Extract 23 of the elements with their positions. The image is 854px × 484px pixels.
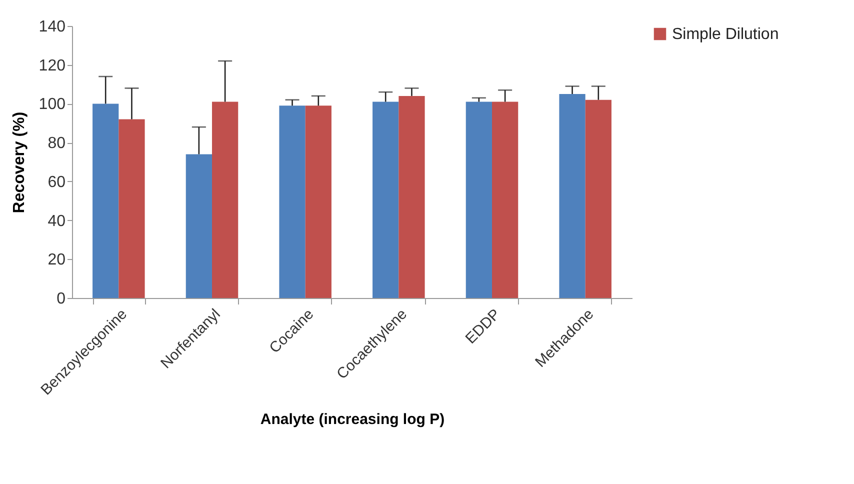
y-tick-label: 0 xyxy=(56,290,66,308)
bar xyxy=(212,102,238,298)
y-tick-label: 60 xyxy=(48,174,66,191)
bar xyxy=(398,96,425,298)
legend-label: Simple Dilution xyxy=(672,26,779,43)
bar xyxy=(585,100,612,298)
y-tick-label: 120 xyxy=(38,57,66,74)
bar xyxy=(92,104,119,298)
bar xyxy=(466,102,492,298)
bar xyxy=(305,106,332,298)
y-axis-title: Recovery (%) xyxy=(10,112,28,214)
y-tick-label: 80 xyxy=(48,135,66,152)
bar xyxy=(279,106,306,298)
x-axis-title: Analyte (increasing log P) xyxy=(260,410,445,428)
y-tick-label: 100 xyxy=(38,96,66,114)
y-tick-label: 20 xyxy=(48,252,66,269)
bar xyxy=(186,154,212,298)
bar xyxy=(118,119,145,298)
bar xyxy=(559,94,586,298)
bar xyxy=(492,102,518,298)
y-tick-label: 140 xyxy=(38,18,66,36)
bar xyxy=(372,102,399,298)
y-tick-label: 40 xyxy=(48,212,66,230)
